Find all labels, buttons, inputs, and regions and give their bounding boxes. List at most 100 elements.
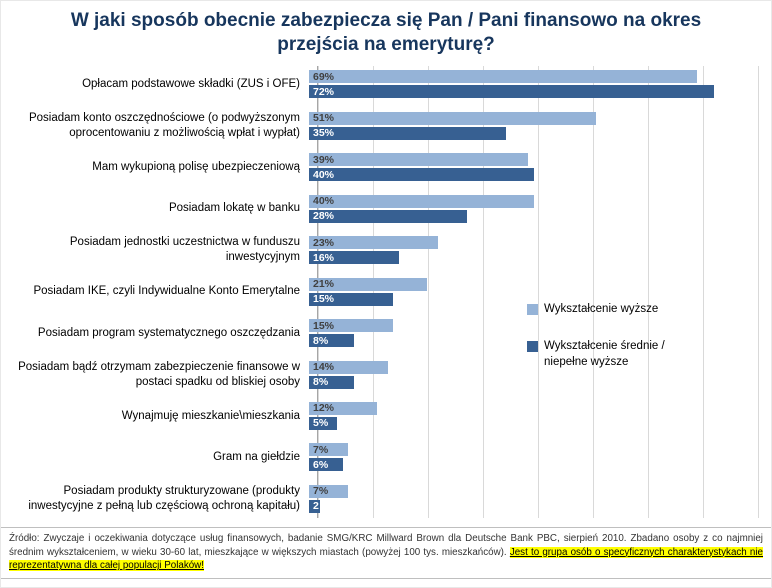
category-label: Gram na giełdzie bbox=[213, 450, 300, 463]
bar-chart: Opłacam podstawowe składki (ZUS i OFE) 69… bbox=[9, 64, 759, 520]
chart-row: Posiadam IKE, czyli Indywidualne Konto E… bbox=[9, 271, 759, 312]
row-plot: 14% 8% bbox=[309, 360, 759, 389]
bar-wyzsze bbox=[309, 111, 596, 125]
bar-value-label: 8% bbox=[313, 334, 329, 347]
bar-track-srednie: 35% bbox=[309, 126, 759, 140]
bar-track-wyzsze: 40% bbox=[309, 194, 759, 208]
bar-wyzsze bbox=[309, 443, 349, 457]
chart-title: W jaki sposób obecnie zabezpiecza się Pa… bbox=[70, 10, 702, 56]
row-plot: 69% 72% bbox=[309, 70, 759, 99]
legend-swatch-wyzsze bbox=[527, 303, 538, 315]
category-label: Wynajmuję mieszkanie\mieszkania bbox=[121, 409, 300, 422]
bar-track-srednie: 5% bbox=[309, 416, 759, 430]
bar-track-srednie: 8% bbox=[309, 375, 759, 389]
chart-row: Gram na giełdzie 7% 6% bbox=[9, 437, 759, 478]
source-text: Źródło: Zwyczaje i oczekiwania dotyczące… bbox=[9, 532, 763, 558]
category-label: Posiadam konto oszczędnościowe (o podwyż… bbox=[28, 111, 300, 139]
bar-wyzsze bbox=[309, 277, 428, 291]
bar-track-srednie: 15% bbox=[309, 292, 759, 306]
bar-value-label: 7% bbox=[313, 485, 329, 498]
bar-srednie bbox=[309, 85, 714, 99]
bar-value-label: 6% bbox=[313, 458, 329, 471]
bar-track-wyzsze: 39% bbox=[309, 153, 759, 167]
bar-value-label: 72% bbox=[313, 85, 335, 98]
legend-item-wyzsze: Wykształcenie wyższe bbox=[527, 302, 692, 318]
bar-srednie bbox=[309, 375, 354, 389]
bar-value-label: 21% bbox=[313, 278, 335, 291]
bar-track-srednie: 28% bbox=[309, 209, 759, 223]
bar-track-wyzsze: 23% bbox=[309, 236, 759, 250]
row-plot: 7% 6% bbox=[309, 443, 759, 472]
row-plot: 40% 28% bbox=[309, 194, 759, 223]
category-label: Posiadam program systematycznego oszczęd… bbox=[37, 326, 300, 339]
row-plot: 23% 16% bbox=[309, 236, 759, 265]
bar-track-wyzsze: 15% bbox=[309, 319, 759, 333]
category-label: Posiadam jednostki uczestnictwa w fundus… bbox=[69, 236, 300, 264]
chart-row: Posiadam program systematycznego oszczęd… bbox=[9, 312, 759, 353]
chart-row: Opłacam podstawowe składki (ZUS i OFE) 69… bbox=[9, 64, 759, 105]
bar-value-label: 40% bbox=[313, 168, 335, 181]
bar-srednie bbox=[309, 292, 394, 306]
gridlines bbox=[317, 65, 759, 518]
bar-value-label: 40% bbox=[313, 195, 335, 208]
bar-track-wyzsze: 14% bbox=[309, 360, 759, 374]
bar-value-label: 12% bbox=[313, 402, 335, 415]
row-plot: 21% 15% bbox=[309, 277, 759, 306]
bar-srednie bbox=[309, 416, 338, 430]
chart-row: Posiadam jednostki uczestnictwa w fundus… bbox=[9, 229, 759, 270]
bar-srednie bbox=[309, 251, 399, 265]
bar-value-label: 7% bbox=[313, 443, 329, 456]
bar-value-label: 15% bbox=[313, 319, 335, 332]
bar-track-wyzsze: 7% bbox=[309, 443, 759, 457]
bar-track-wyzsze: 51% bbox=[309, 111, 759, 125]
bar-value-label: 35% bbox=[313, 127, 335, 140]
chart-row: Mam wykupioną polisę ubezpieczeniową 39% 4… bbox=[9, 147, 759, 188]
category-label: Mam wykupioną polisę ubezpieczeniową bbox=[92, 160, 300, 173]
bar-value-label: 8% bbox=[313, 376, 329, 389]
bar-track-srednie: 16% bbox=[309, 251, 759, 265]
row-plot: 15% 8% bbox=[309, 319, 759, 348]
bar-srednie bbox=[309, 126, 506, 140]
bar-value-label: 69% bbox=[313, 70, 335, 83]
chart-row: Posiadam produkty strukturyzowane (produ… bbox=[9, 478, 759, 519]
bar-srednie bbox=[309, 209, 467, 223]
category-label: Posiadam bądź otrzymam zabezpieczenie fi… bbox=[18, 360, 300, 388]
bar-srednie bbox=[309, 458, 343, 472]
bar-wyzsze bbox=[309, 401, 377, 415]
bar-track-srednie: 40% bbox=[309, 168, 759, 182]
bar-value-label: 23% bbox=[313, 236, 335, 249]
row-plot: 51% 35% bbox=[309, 111, 759, 140]
chart-row: Posiadam bądź otrzymam zabezpieczenie fi… bbox=[9, 354, 759, 395]
bar-srednie bbox=[309, 334, 354, 348]
bar-value-label: 16% bbox=[313, 251, 335, 264]
bar-track-wyzsze: 12% bbox=[309, 401, 759, 415]
bar-wyzsze bbox=[309, 319, 394, 333]
bar-track-srednie: 2 bbox=[309, 499, 759, 513]
bar-track-wyzsze: 21% bbox=[309, 277, 759, 291]
legend: Wykształcenie wyższe Wykształcenie średn… bbox=[527, 302, 692, 371]
bar-track-wyzsze: 69% bbox=[309, 70, 759, 84]
chart-rows: Opłacam podstawowe składki (ZUS i OFE) 69… bbox=[9, 64, 759, 520]
category-label: Posiadam IKE, czyli Indywidualne Konto E… bbox=[33, 285, 300, 298]
legend-item-srednie: Wykształcenie średnie / niepełne wyższe bbox=[527, 339, 692, 370]
chart-row: Posiadam konto oszczędnościowe (o podwyż… bbox=[9, 105, 759, 146]
chart-row: Posiadam lokatę w banku 40% 28% bbox=[9, 188, 759, 229]
row-plot: 7% 2 bbox=[309, 484, 759, 513]
bar-value-label: 15% bbox=[313, 293, 335, 306]
bar-wyzsze bbox=[309, 236, 439, 250]
bar-wyzsze bbox=[309, 360, 388, 374]
bar-track-wyzsze: 7% bbox=[309, 484, 759, 498]
bar-wyzsze bbox=[309, 153, 529, 167]
chart-row: Wynajmuję mieszkanie\mieszkania 12% 5% bbox=[9, 395, 759, 436]
bar-wyzsze bbox=[309, 70, 698, 84]
bar-value-label: 5% bbox=[313, 417, 329, 430]
bar-value-label: 28% bbox=[313, 210, 335, 223]
bar-value-label: 39% bbox=[313, 153, 335, 166]
bar-wyzsze bbox=[309, 194, 534, 208]
legend-label-srednie: Wykształcenie średnie / niepełne wyższe bbox=[544, 340, 665, 368]
bar-track-srednie: 6% bbox=[309, 458, 759, 472]
bar-value-label: 14% bbox=[313, 361, 335, 374]
category-label: Opłacam podstawowe składki (ZUS i OFE) bbox=[82, 77, 300, 90]
row-plot: 39% 40% bbox=[309, 153, 759, 182]
